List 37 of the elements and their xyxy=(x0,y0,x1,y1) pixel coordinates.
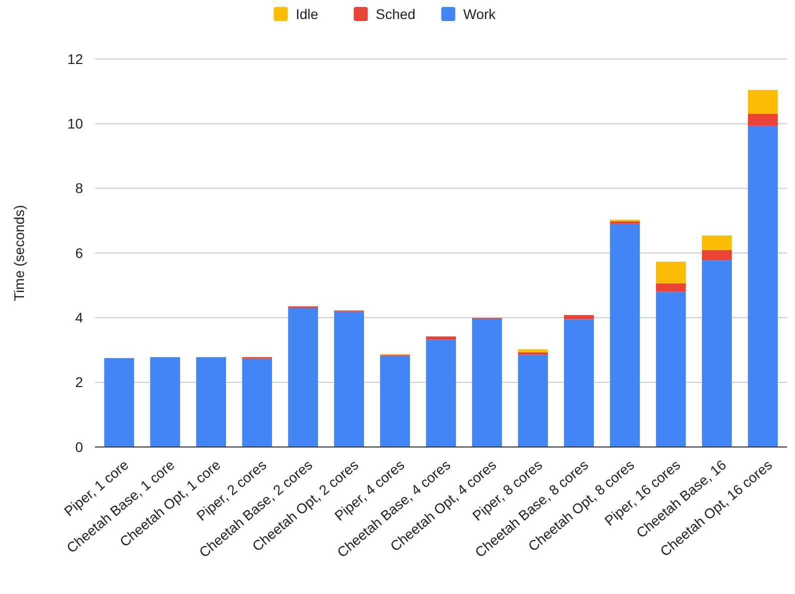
y-tick-label: 4 xyxy=(75,310,84,326)
y-tick-label: 2 xyxy=(75,374,84,390)
bar xyxy=(380,356,410,447)
bar xyxy=(472,318,502,447)
y-tick-label: 8 xyxy=(75,180,84,196)
legend-label: Idle xyxy=(296,6,319,22)
bar xyxy=(656,292,686,447)
bar xyxy=(702,236,732,250)
bar xyxy=(748,126,778,447)
legend-label: Work xyxy=(463,6,497,22)
bar xyxy=(564,319,594,447)
bar xyxy=(518,352,548,355)
bar xyxy=(196,357,226,447)
bar xyxy=(656,262,686,284)
y-tick-label: 0 xyxy=(75,438,84,455)
bar xyxy=(426,336,456,340)
bar xyxy=(150,357,180,447)
bar xyxy=(518,354,548,447)
bar xyxy=(242,358,272,447)
bar xyxy=(426,340,456,447)
bar xyxy=(334,312,364,447)
legend-label: Sched xyxy=(376,6,416,22)
y-tick-label: 12 xyxy=(67,50,84,67)
y-tick-label: 10 xyxy=(67,116,84,132)
bar xyxy=(104,358,134,447)
bar xyxy=(610,221,640,224)
bar xyxy=(518,349,548,352)
bar xyxy=(564,315,594,320)
bar xyxy=(702,260,732,447)
bar xyxy=(288,308,318,447)
bar xyxy=(702,250,732,260)
y-axis-title: Time (seconds) xyxy=(11,205,27,301)
bar xyxy=(610,224,640,447)
bar xyxy=(656,283,686,292)
bar xyxy=(748,114,778,126)
bar xyxy=(748,90,778,114)
y-tick-label: 6 xyxy=(75,244,84,261)
